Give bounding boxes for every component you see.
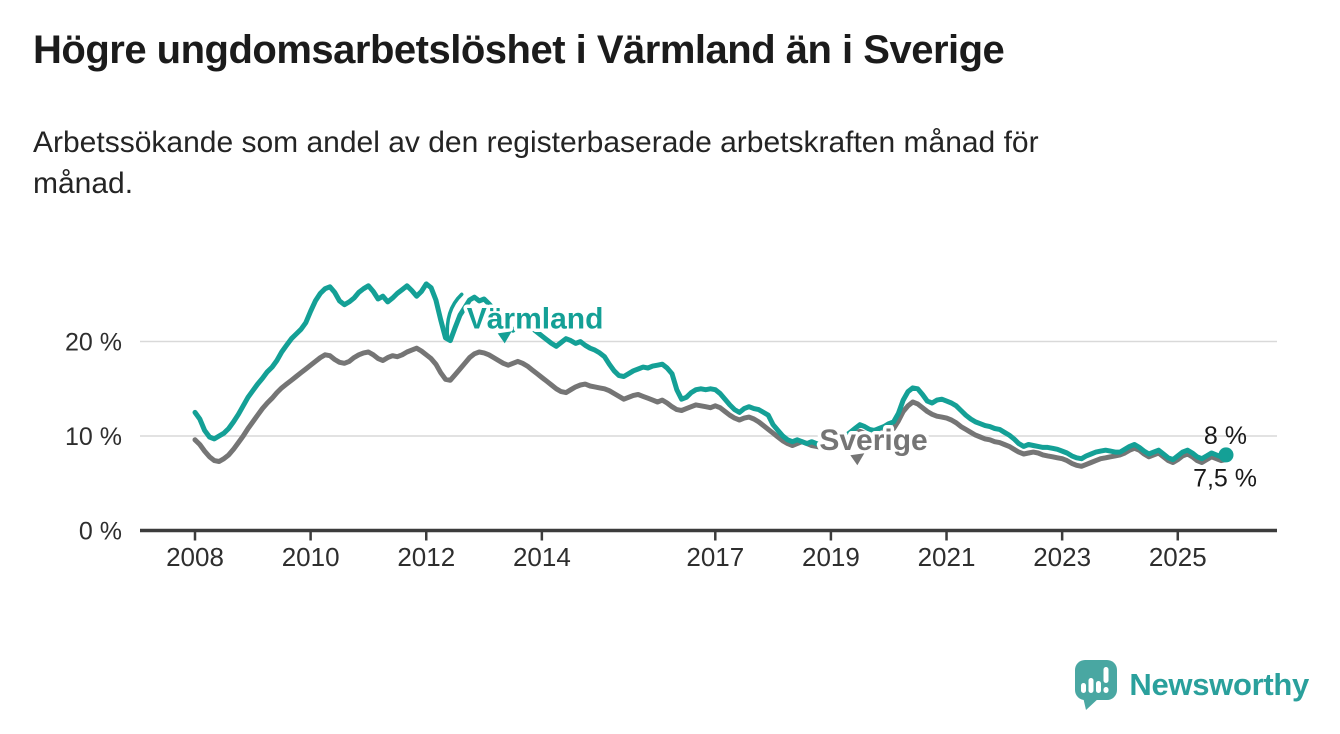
label-arrow-icon xyxy=(850,453,865,466)
series-lines xyxy=(192,281,1229,469)
label-arrow-icon xyxy=(497,331,512,344)
x-tick-label: 2014 xyxy=(513,542,571,572)
line-sverige xyxy=(192,345,1229,469)
series-annotations: Värmland Sverige xyxy=(445,292,931,466)
end-value-label: 7,5 % xyxy=(1193,465,1257,493)
series-end-dot xyxy=(1218,447,1234,463)
x-tick-label: 2025 xyxy=(1149,542,1207,572)
x-tick-label: 2023 xyxy=(1033,542,1091,572)
y-tick-label: 10 % xyxy=(65,423,122,451)
subtitle-line-2: månad. xyxy=(33,167,134,200)
x-tick-label: 2010 xyxy=(282,542,340,572)
series-label-sverige: Sverige xyxy=(819,424,927,457)
brand-footer: Newsworthy xyxy=(1074,659,1309,711)
x-tick-label: 2012 xyxy=(397,542,455,572)
end-labels: 8 % 7,5 % xyxy=(1193,422,1257,493)
gridlines xyxy=(140,340,1277,437)
label-swash xyxy=(445,292,464,342)
brand-name: Newsworthy xyxy=(1129,667,1309,702)
end-value-label: 8 % xyxy=(1204,422,1247,450)
x-tick-label: 2021 xyxy=(918,542,976,572)
page-title: Högre ungdomsarbetslöshet i Värmland än … xyxy=(33,28,1005,72)
series-label-värmland: Värmland xyxy=(467,302,604,335)
y-tick-label: 20 % xyxy=(65,329,122,357)
x-tick-label: 2008 xyxy=(166,542,224,572)
x-tick-label: 2017 xyxy=(686,542,744,572)
newsworthy-logo-icon xyxy=(1075,660,1118,710)
line-värmland xyxy=(192,281,1229,463)
y-axis-labels: 0 % 10 % 20 % xyxy=(65,329,122,546)
chart-subtitle: Arbetssökande som andel av den registerb… xyxy=(33,122,1039,204)
subtitle-line-1: Arbetssökande som andel av den registerb… xyxy=(33,126,1039,159)
x-axis: 2008 2010 2012 2014 2017 2019 2021 2023 2025 xyxy=(140,528,1277,572)
y-tick-label: 0 % xyxy=(79,518,122,546)
x-tick-label: 2019 xyxy=(802,542,860,572)
